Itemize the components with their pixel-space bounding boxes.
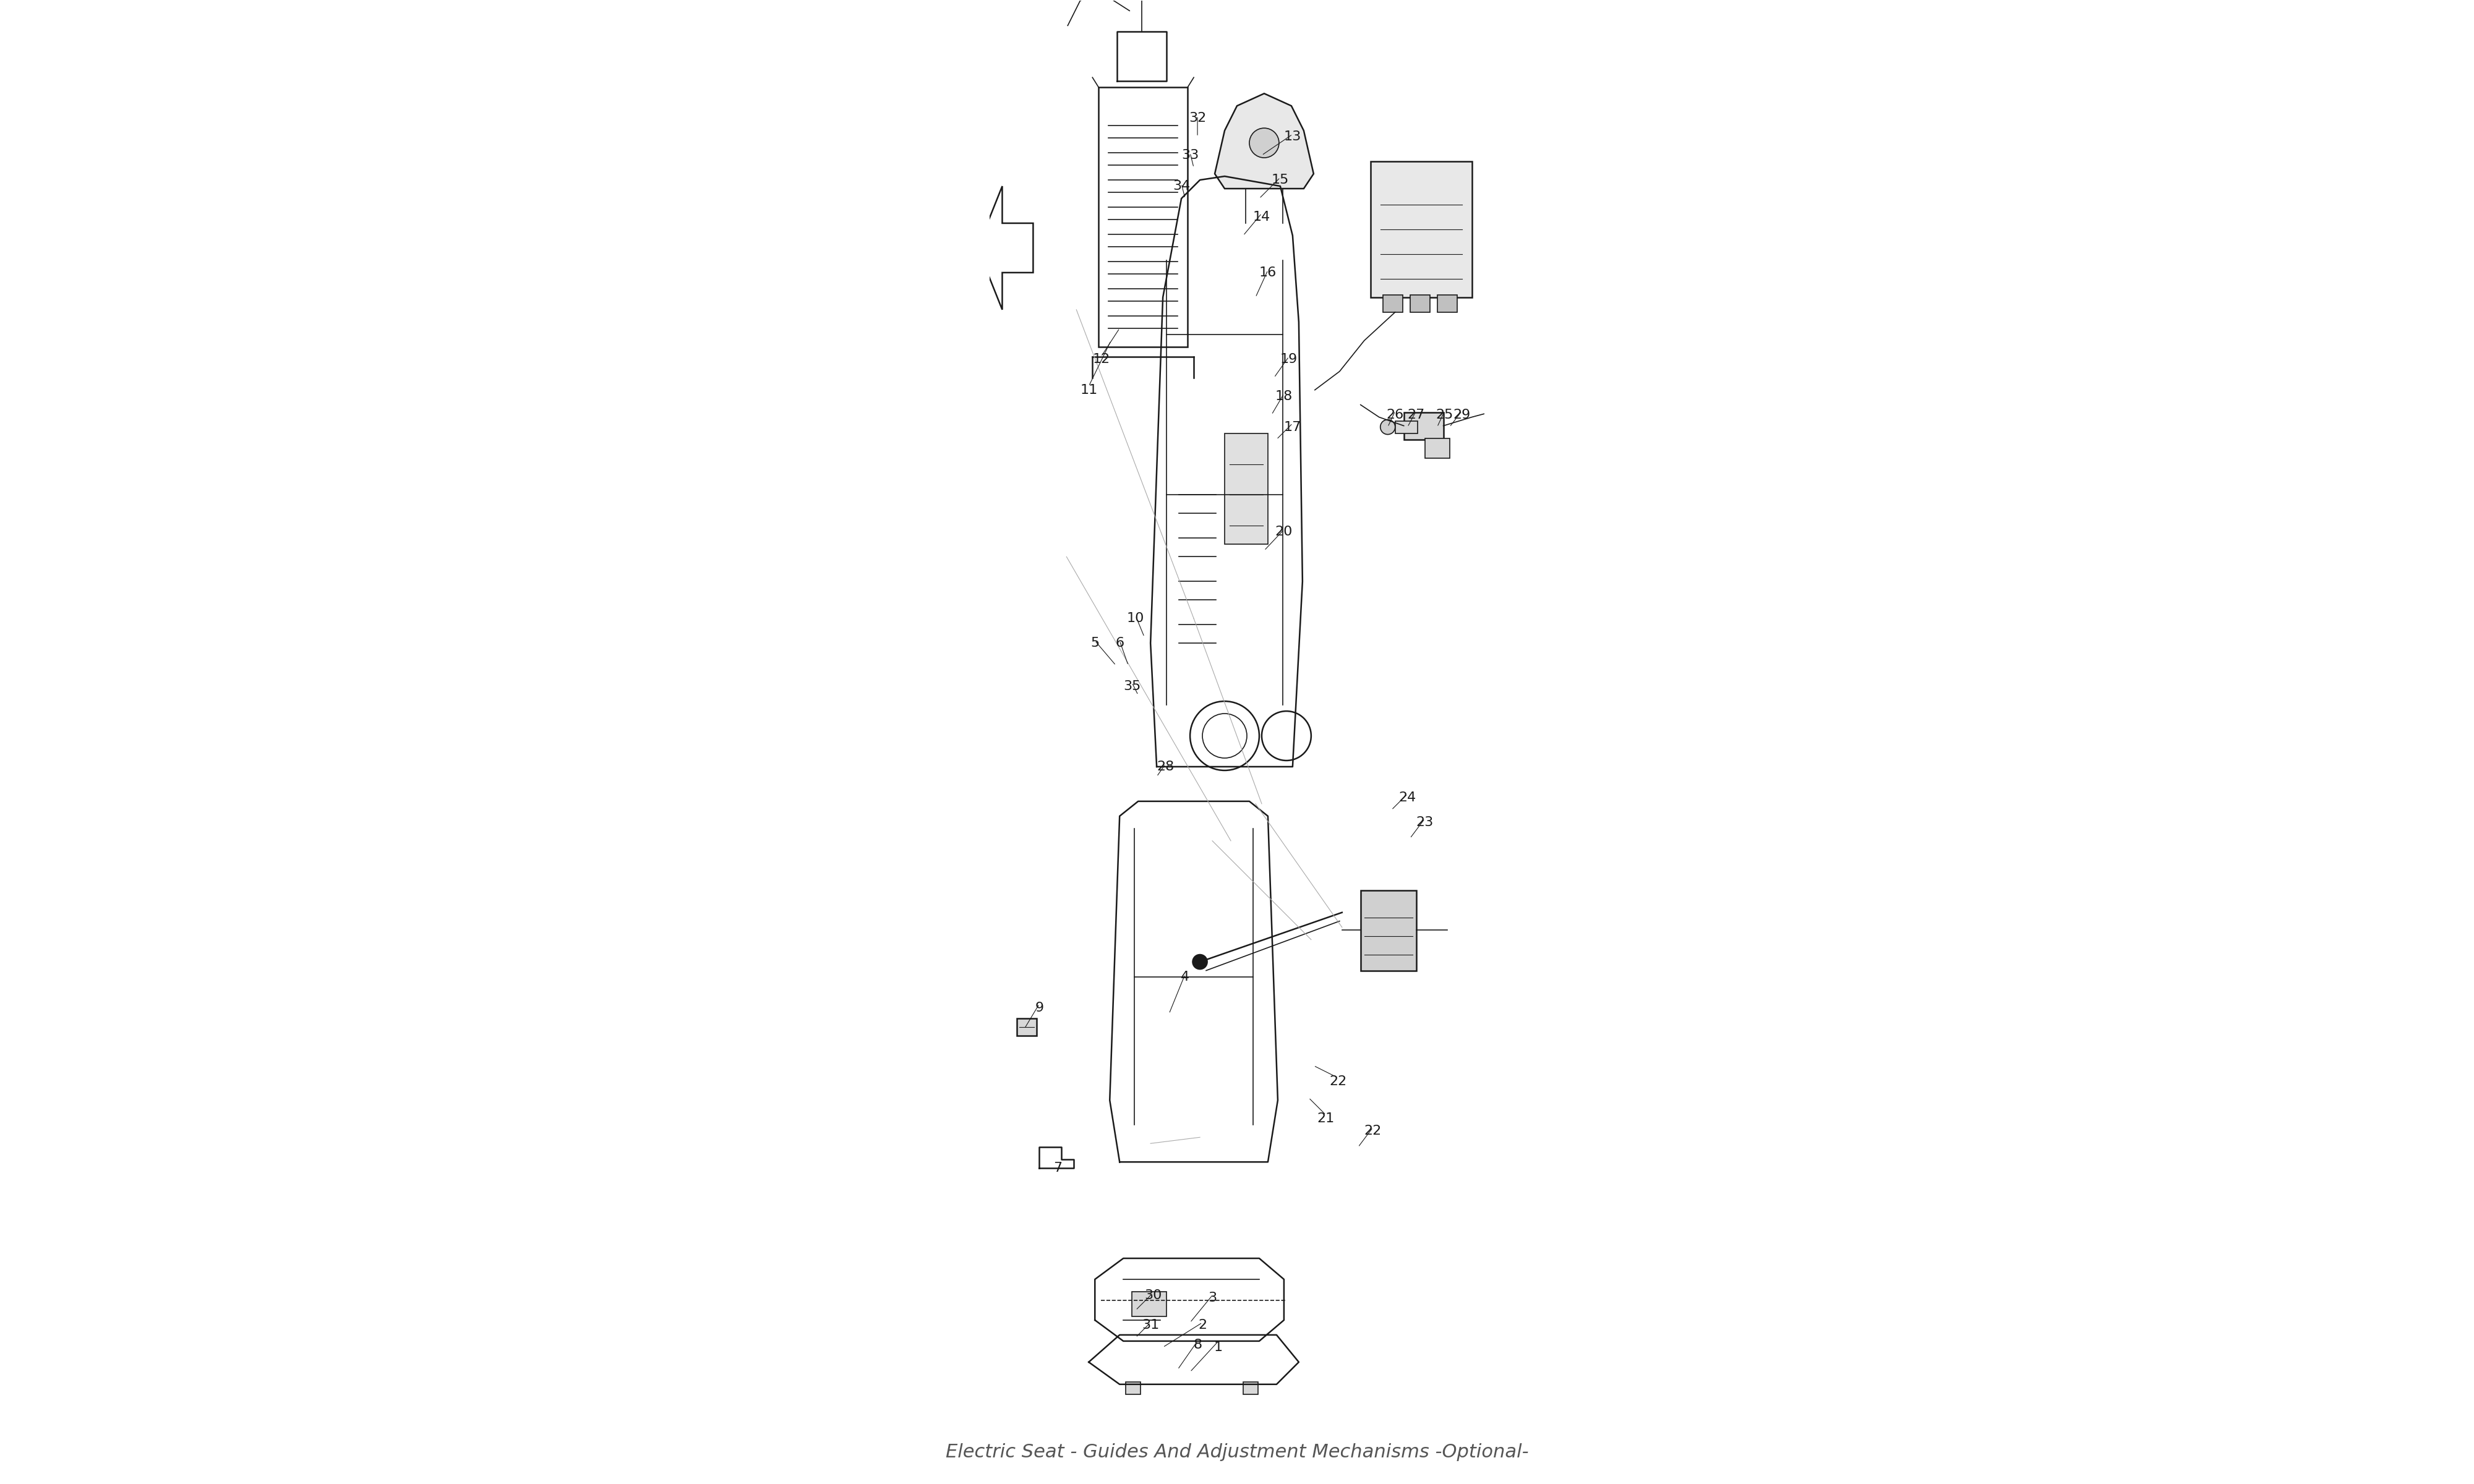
Text: 29: 29: [1452, 408, 1470, 421]
Text: 26: 26: [1385, 408, 1403, 421]
Text: 21: 21: [1316, 1113, 1333, 1125]
Text: 32: 32: [1188, 111, 1207, 125]
Text: 19: 19: [1279, 353, 1299, 365]
Bar: [1437, 295, 1457, 312]
Text: 14: 14: [1252, 211, 1272, 223]
Text: 12: 12: [1094, 353, 1111, 365]
Bar: [1098, 88, 1188, 347]
Circle shape: [1192, 954, 1207, 969]
Bar: [1425, 438, 1450, 459]
Bar: [1383, 295, 1403, 312]
Text: 3: 3: [1207, 1291, 1217, 1304]
Text: 7: 7: [1054, 1162, 1061, 1174]
Bar: [1133, 1291, 1168, 1316]
Bar: [1126, 1382, 1141, 1393]
Text: 22: 22: [1329, 1076, 1346, 1088]
Text: 28: 28: [1158, 760, 1175, 773]
Text: 8: 8: [1192, 1339, 1202, 1350]
Bar: [1403, 413, 1442, 439]
Text: 30: 30: [1143, 1290, 1163, 1301]
Text: 31: 31: [1143, 1319, 1160, 1331]
Bar: [1361, 890, 1415, 971]
Text: 18: 18: [1274, 390, 1294, 402]
Text: 4: 4: [1180, 971, 1190, 982]
Bar: [1395, 421, 1418, 433]
Text: 2: 2: [1197, 1319, 1207, 1331]
Text: 24: 24: [1398, 791, 1415, 804]
Circle shape: [1249, 128, 1279, 157]
Bar: [1225, 433, 1267, 545]
Bar: [1410, 295, 1430, 312]
Text: 16: 16: [1259, 267, 1277, 279]
Text: 5: 5: [1091, 637, 1098, 650]
Text: 11: 11: [1081, 384, 1098, 396]
Bar: [1371, 162, 1472, 297]
Text: 23: 23: [1415, 816, 1432, 828]
Text: 15: 15: [1272, 174, 1289, 186]
Text: 20: 20: [1274, 525, 1294, 539]
Text: 10: 10: [1128, 613, 1145, 625]
Text: 6: 6: [1116, 637, 1123, 650]
Bar: [1017, 1018, 1037, 1036]
Text: 17: 17: [1284, 421, 1301, 433]
Text: 1: 1: [1215, 1342, 1222, 1353]
Text: 35: 35: [1123, 680, 1141, 693]
Text: 13: 13: [1284, 131, 1301, 142]
Text: 25: 25: [1435, 408, 1452, 421]
Bar: [1242, 1382, 1257, 1393]
Text: 22: 22: [1363, 1125, 1380, 1137]
Text: 9: 9: [1034, 1002, 1044, 1014]
Polygon shape: [1215, 93, 1314, 188]
Text: 33: 33: [1180, 148, 1200, 162]
Text: Electric Seat - Guides And Adjustment Mechanisms -Optional-: Electric Seat - Guides And Adjustment Me…: [945, 1444, 1529, 1462]
Text: 27: 27: [1408, 408, 1425, 421]
Circle shape: [1380, 420, 1395, 435]
Text: 34: 34: [1173, 180, 1190, 193]
